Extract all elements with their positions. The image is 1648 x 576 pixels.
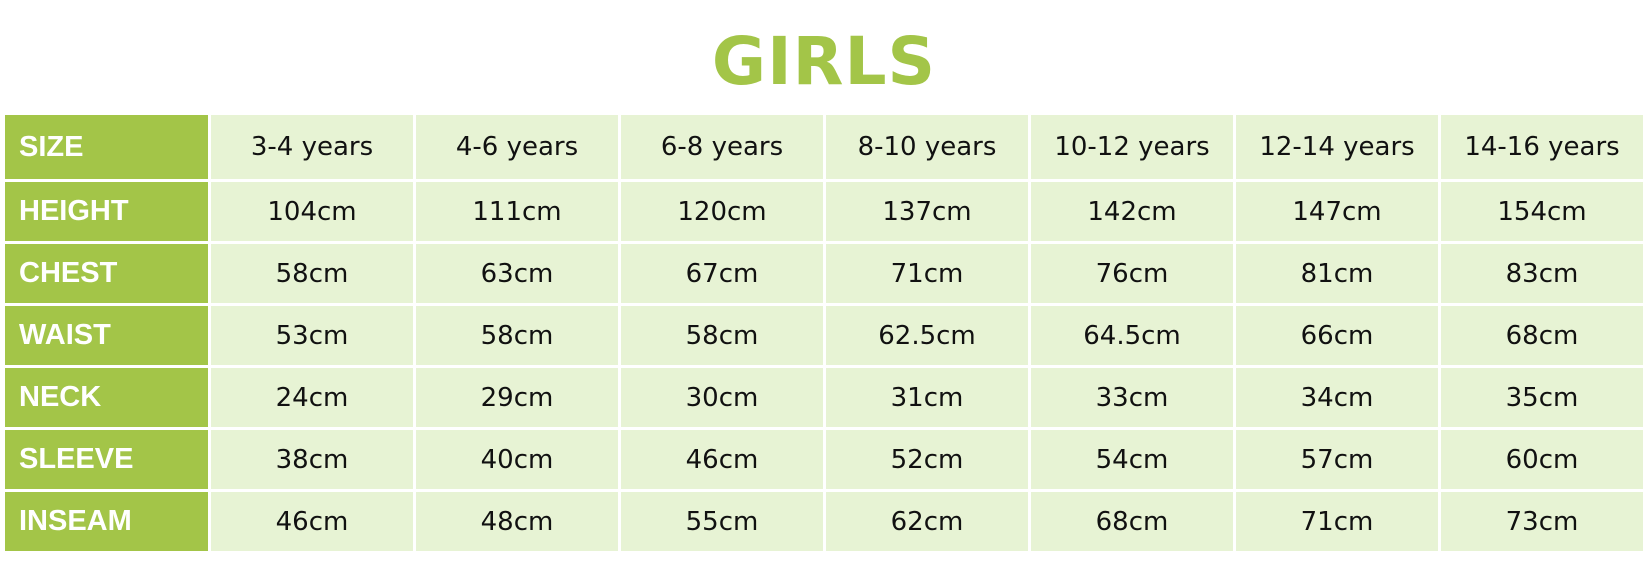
table-cell: 38cm bbox=[208, 427, 416, 492]
table-cell: 68cm bbox=[1028, 489, 1236, 554]
table-cell: 46cm bbox=[618, 427, 826, 492]
table-cell: 31cm bbox=[823, 365, 1031, 430]
table-cell: 58cm bbox=[208, 241, 416, 306]
row-label: SLEEVE bbox=[2, 427, 211, 492]
row-label: INSEAM bbox=[2, 489, 211, 554]
table-cell: 6-8 years bbox=[618, 112, 826, 182]
table-cell: 8-10 years bbox=[823, 112, 1031, 182]
size-chart-table: SIZE 3-4 years 4-6 years 6-8 years 8-10 year… bbox=[2, 112, 1646, 554]
row-label: HEIGHT bbox=[2, 179, 211, 244]
table-cell: 142cm bbox=[1028, 179, 1236, 244]
table-row-height: HEIGHT 104cm 111cm 120cm 137cm 142cm 147cm 154c… bbox=[2, 179, 1646, 244]
row-label: NECK bbox=[2, 365, 211, 430]
table-cell: 63cm bbox=[413, 241, 621, 306]
table-cell: 81cm bbox=[1233, 241, 1441, 306]
table-cell: 68cm bbox=[1438, 303, 1646, 368]
table-row-waist: WAIST 53cm 58cm 58cm 62.5cm 64.5cm 66cm 68cm bbox=[2, 303, 1646, 368]
table-cell: 3-4 years bbox=[208, 112, 416, 182]
table-cell: 104cm bbox=[208, 179, 416, 244]
table-cell: 54cm bbox=[1028, 427, 1236, 492]
table-cell: 29cm bbox=[413, 365, 621, 430]
table-cell: 73cm bbox=[1438, 489, 1646, 554]
table-cell: 57cm bbox=[1233, 427, 1441, 492]
table-cell: 67cm bbox=[618, 241, 826, 306]
table-cell: 111cm bbox=[413, 179, 621, 244]
table-cell: 62.5cm bbox=[823, 303, 1031, 368]
table-cell: 30cm bbox=[618, 365, 826, 430]
table-cell: 10-12 years bbox=[1028, 112, 1236, 182]
table-row-chest: CHEST 58cm 63cm 67cm 71cm 76cm 81cm 83cm bbox=[2, 241, 1646, 306]
table-cell: 33cm bbox=[1028, 365, 1236, 430]
table-cell: 46cm bbox=[208, 489, 416, 554]
row-label: WAIST bbox=[2, 303, 211, 368]
table-cell: 147cm bbox=[1233, 179, 1441, 244]
table-row-sleeve: SLEEVE 38cm 40cm 46cm 52cm 54cm 57cm 60cm bbox=[2, 427, 1646, 492]
table-cell: 62cm bbox=[823, 489, 1031, 554]
table-cell: 24cm bbox=[208, 365, 416, 430]
table-cell: 71cm bbox=[823, 241, 1031, 306]
row-label: SIZE bbox=[2, 112, 211, 182]
table-cell: 64.5cm bbox=[1028, 303, 1236, 368]
table-cell: 71cm bbox=[1233, 489, 1441, 554]
table-cell: 52cm bbox=[823, 427, 1031, 492]
table-cell: 58cm bbox=[413, 303, 621, 368]
table-cell: 35cm bbox=[1438, 365, 1646, 430]
table-cell: 34cm bbox=[1233, 365, 1441, 430]
row-label: CHEST bbox=[2, 241, 211, 306]
table-cell: 53cm bbox=[208, 303, 416, 368]
table-cell: 120cm bbox=[618, 179, 826, 244]
table-cell: 83cm bbox=[1438, 241, 1646, 306]
page-title: GIRLS bbox=[711, 23, 937, 100]
table-cell: 48cm bbox=[413, 489, 621, 554]
table-cell: 12-14 years bbox=[1233, 112, 1441, 182]
table-cell: 55cm bbox=[618, 489, 826, 554]
table-cell: 14-16 years bbox=[1438, 112, 1646, 182]
table-cell: 137cm bbox=[823, 179, 1031, 244]
table-cell: 58cm bbox=[618, 303, 826, 368]
table-cell: 66cm bbox=[1233, 303, 1441, 368]
table-cell: 60cm bbox=[1438, 427, 1646, 492]
table-row-neck: NECK 24cm 29cm 30cm 31cm 33cm 34cm 35cm bbox=[2, 365, 1646, 430]
table-row-inseam: INSEAM 46cm 48cm 55cm 62cm 68cm 71cm 73cm bbox=[2, 489, 1646, 554]
table-cell: 4-6 years bbox=[413, 112, 621, 182]
table-cell: 76cm bbox=[1028, 241, 1236, 306]
table-cell: 40cm bbox=[413, 427, 621, 492]
table-cell: 154cm bbox=[1438, 179, 1646, 244]
table-row-size: SIZE 3-4 years 4-6 years 6-8 years 8-10 year… bbox=[2, 112, 1646, 182]
